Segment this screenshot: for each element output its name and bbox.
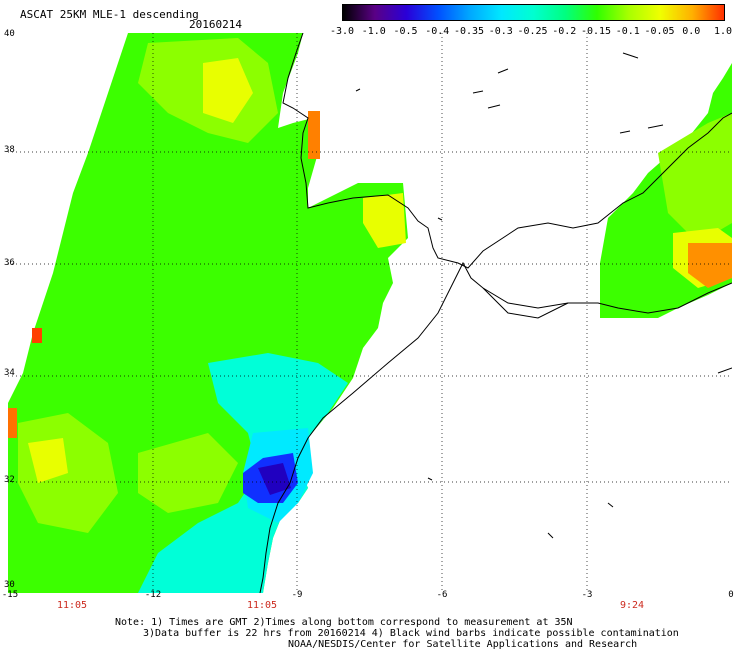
orange-region xyxy=(688,243,732,288)
lon-label: -15 xyxy=(1,590,19,600)
colorbar-tick-label: -0.25 xyxy=(517,26,548,37)
lon-label: -6 xyxy=(436,590,448,600)
pass-time: 9:24 xyxy=(619,600,645,611)
iberia-coast xyxy=(282,33,732,269)
pass-time: 11:05 xyxy=(56,600,88,611)
colorbar-tick-label: -1.0 xyxy=(361,26,386,37)
lon-label: -9 xyxy=(291,590,303,600)
map-title: ASCAT 25KM MLE-1 descending xyxy=(20,8,199,21)
light-green-patch xyxy=(658,113,732,243)
colorbar-tick-label: -0.3 xyxy=(488,26,513,37)
light-green-patch xyxy=(138,433,238,513)
colorbar xyxy=(342,4,725,21)
note-line: Note: 1) Times are GMT 2)Times along bot… xyxy=(115,617,573,628)
lon-label: 0 xyxy=(728,590,734,600)
yellow-patch xyxy=(203,58,253,123)
note-line: 3)Data buffer is 22 hrs from 20160214 4)… xyxy=(143,628,679,639)
yellow-patch xyxy=(363,193,406,248)
lon-label: -12 xyxy=(144,590,162,600)
colorbar-tick-label: 0.0 xyxy=(682,26,701,37)
swath-data xyxy=(8,33,732,593)
orange-cell xyxy=(308,111,320,159)
note-line: NOAA/NESDIS/Center for Satellite Applica… xyxy=(288,639,638,650)
colorbar-tick-label: 1.0 xyxy=(713,26,733,37)
lat-label: 30 xyxy=(4,580,15,590)
colorbar-tick-label: -0.5 xyxy=(393,26,418,37)
graticule xyxy=(8,33,732,593)
colorbar-tick-label: -0.4 xyxy=(425,26,450,37)
wind-map xyxy=(8,33,732,593)
colorbar-tick-label: -0.35 xyxy=(453,26,485,37)
colorbar-tick-label: -0.1 xyxy=(615,26,640,37)
islands xyxy=(355,52,732,539)
dark-blue-region xyxy=(258,463,291,495)
africa-coast xyxy=(259,261,732,593)
map-date: 20160214 xyxy=(189,18,242,31)
lon-label: -3 xyxy=(581,590,593,600)
lat-label: 40 xyxy=(4,29,15,39)
lat-label: 32 xyxy=(4,475,15,485)
cyan-region xyxy=(138,353,348,593)
colorbar-tick-label: -3.0 xyxy=(329,26,355,37)
colorbar-tick-label: -0.05 xyxy=(644,26,675,37)
colorbar-tick-label: -0.15 xyxy=(580,26,612,37)
colorbar-gradient xyxy=(343,5,724,20)
colorbar-labels: -3.0 -1.0 -0.5 -0.4 -0.35 -0.3 -0.25 -0.2 -0.15-… xyxy=(330,26,735,38)
lat-label: 38 xyxy=(4,145,15,155)
yellow-patch xyxy=(28,438,68,483)
colorbar-tick-label: -0.2 xyxy=(552,26,577,37)
coastlines xyxy=(259,33,732,593)
orange-cell xyxy=(8,408,17,438)
pass-time: 11:05 xyxy=(246,600,278,611)
lat-label: 34 xyxy=(4,368,15,378)
red-cell xyxy=(32,328,42,343)
lat-label: 36 xyxy=(4,258,15,268)
algeria-inland xyxy=(482,287,569,319)
